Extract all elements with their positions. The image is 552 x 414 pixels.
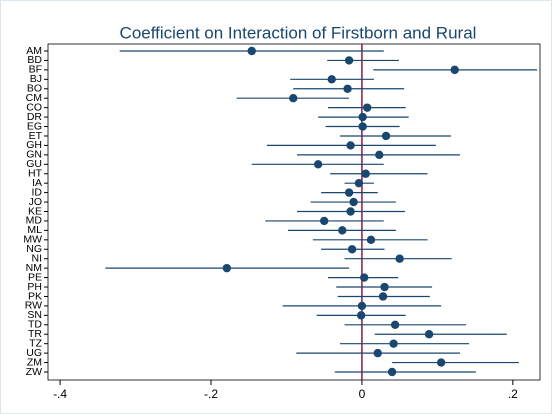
y-tick-label: RW	[25, 300, 42, 312]
y-tick-label: MW	[23, 234, 42, 246]
y-tick-label: TZ	[29, 337, 42, 349]
point-estimate	[343, 84, 352, 93]
point-estimate	[344, 56, 354, 65]
y-tick-label: CO	[26, 101, 42, 113]
y-tick-label: NG	[26, 243, 42, 255]
y-tick-label: BF	[29, 64, 42, 76]
y-tick-label: ML	[27, 224, 42, 236]
y-tick-label: TR	[28, 328, 42, 340]
point-estimate	[349, 197, 358, 207]
point-estimate	[378, 292, 388, 301]
y-tick-label: PK	[28, 290, 42, 302]
point-estimate	[361, 169, 370, 178]
y-tick-label: NM	[26, 262, 42, 274]
point-estimate	[338, 226, 347, 235]
point-estimate	[389, 339, 398, 348]
point-estimate	[436, 358, 446, 367]
y-tick-label: NI	[32, 252, 43, 264]
y-tick-label: GU	[26, 158, 42, 170]
y-tick-label: PH	[27, 281, 42, 293]
y-tick-label: BJ	[30, 73, 42, 85]
chart-title: Coefficient on Interaction of Firstborn …	[120, 23, 477, 42]
y-tick-label: GN	[26, 149, 42, 161]
y-tick-label: ID	[32, 186, 43, 198]
y-tick-label: KE	[28, 205, 42, 217]
y-tick-label: AM	[26, 45, 42, 57]
y-tick-label: DR	[27, 111, 43, 123]
y-tick-label: ZM	[27, 356, 42, 368]
x-tick-label: 0	[359, 387, 366, 401]
point-estimate	[222, 263, 232, 273]
point-estimate	[375, 150, 384, 160]
y-tick-label: BD	[27, 54, 42, 66]
x-tick-label: -.2	[204, 387, 218, 401]
point-estimate	[247, 46, 256, 56]
y-tick-label: GH	[26, 139, 42, 151]
point-estimate	[357, 301, 367, 311]
point-estimate	[347, 245, 357, 254]
y-tick-label: UG	[26, 347, 42, 359]
point-estimate	[354, 178, 364, 188]
y-tick-label: ET	[29, 130, 43, 142]
point-estimate	[395, 254, 404, 263]
y-tick-label: IA	[32, 177, 42, 189]
point-estimate	[387, 367, 397, 377]
point-estimate	[450, 65, 459, 75]
point-estimate	[319, 216, 329, 226]
point-estimate	[344, 188, 354, 197]
point-estimate	[381, 131, 391, 141]
point-estimate	[380, 282, 389, 292]
point-estimate	[313, 160, 323, 169]
y-tick-label: TD	[28, 319, 42, 331]
point-estimate	[373, 348, 382, 358]
point-estimate	[358, 112, 367, 122]
point-estimate	[356, 311, 366, 320]
point-estimate	[362, 103, 372, 112]
x-tick-label: .2	[508, 387, 518, 401]
point-estimate	[390, 320, 400, 329]
y-tick-label: HT	[28, 168, 43, 180]
y-tick-label: BO	[27, 83, 42, 95]
x-tick-label: -.4	[53, 387, 67, 401]
point-estimate	[424, 330, 434, 339]
y-tick-label: JO	[29, 196, 42, 208]
y-tick-label: CM	[26, 92, 42, 104]
point-estimate	[359, 273, 369, 282]
point-estimate	[366, 235, 376, 245]
point-estimate	[346, 141, 355, 150]
y-tick-label: MD	[26, 215, 43, 227]
point-estimate	[346, 207, 355, 216]
point-estimate	[358, 122, 367, 131]
y-tick-label: SN	[27, 309, 42, 321]
point-estimate	[327, 75, 336, 84]
y-tick-label: PE	[28, 271, 42, 283]
point-estimate	[289, 94, 298, 103]
y-tick-label: EG	[27, 120, 42, 132]
y-tick-label: ZW	[26, 366, 42, 378]
